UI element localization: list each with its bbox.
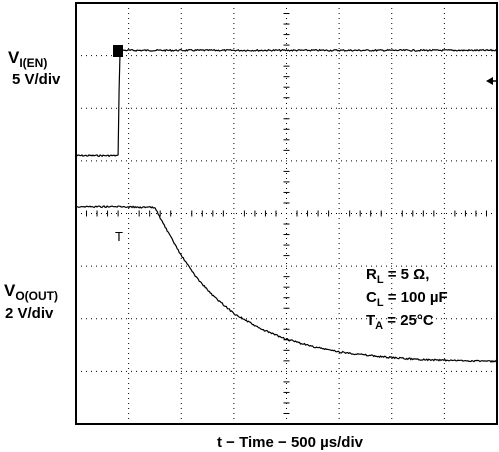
- trace-v-ien: [75, 48, 498, 158]
- trace-v-oout: [75, 205, 498, 363]
- ch2-scale: 2 V/div: [5, 305, 54, 322]
- ch1-scale: 5 V/div: [12, 71, 61, 88]
- condition-cl: CL = 100 µF: [366, 289, 448, 309]
- ch1-name: VI(EN): [8, 48, 47, 70]
- condition-ta: TA = 25°C: [366, 312, 434, 332]
- trigger-marker-ch2: T: [115, 229, 123, 244]
- condition-rl: RL = 5 Ω,: [366, 266, 429, 286]
- svg-text:T: T: [115, 46, 122, 58]
- trigger-level-arrow: [486, 77, 493, 85]
- trigger-marker-ch1: T: [113, 45, 123, 58]
- grid: [76, 3, 497, 424]
- x-axis-label: t − Time − 500 µs/div: [217, 434, 364, 451]
- ch2-name: VO(OUT): [4, 281, 58, 303]
